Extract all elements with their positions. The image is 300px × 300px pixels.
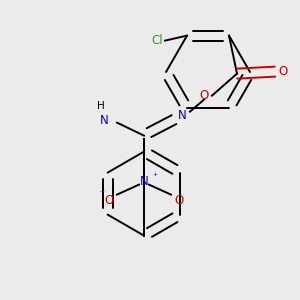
Text: H: H — [97, 100, 105, 111]
Text: $^-$: $^-$ — [98, 188, 106, 197]
Text: N: N — [178, 109, 186, 122]
Text: O: O — [174, 194, 184, 207]
Text: O: O — [278, 65, 287, 78]
Text: O: O — [104, 194, 114, 207]
Text: N: N — [140, 175, 148, 188]
Text: N: N — [100, 114, 108, 127]
Text: $^+$: $^+$ — [151, 171, 159, 180]
Text: O: O — [200, 89, 209, 102]
Text: Cl: Cl — [152, 34, 163, 47]
